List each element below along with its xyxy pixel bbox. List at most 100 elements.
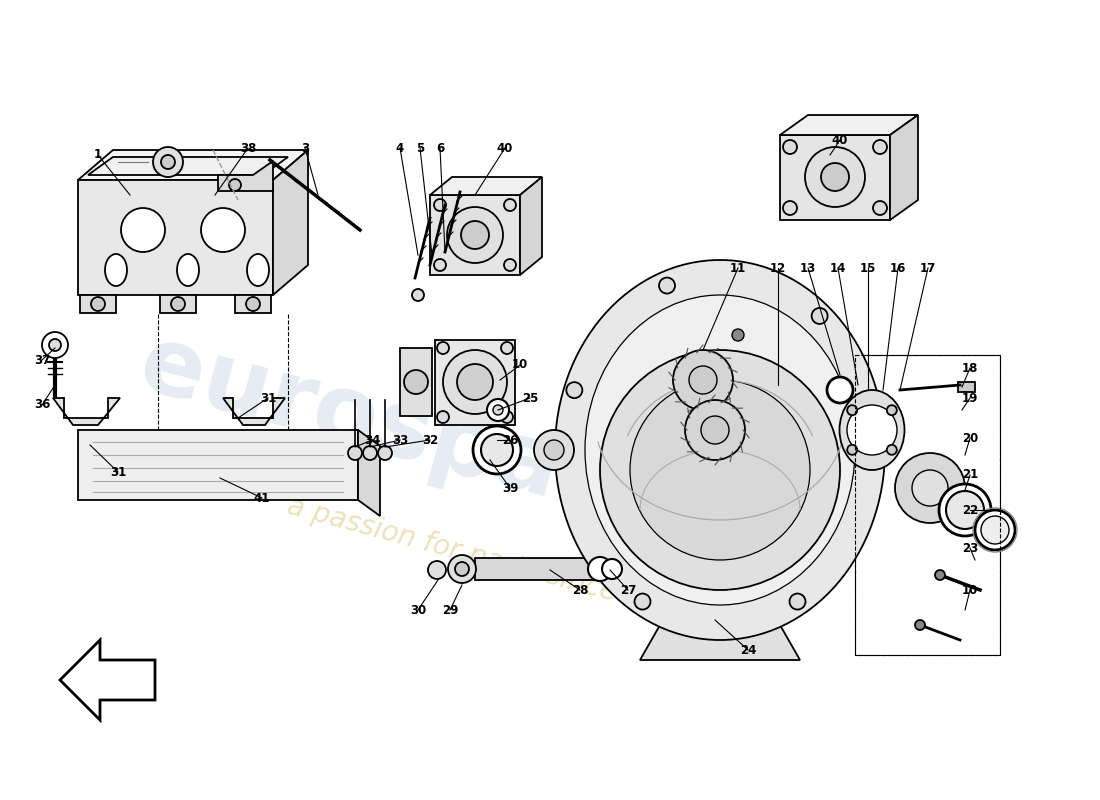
Circle shape xyxy=(455,562,469,576)
Circle shape xyxy=(912,470,948,506)
Text: 41: 41 xyxy=(254,491,271,505)
Circle shape xyxy=(534,430,574,470)
Circle shape xyxy=(821,163,849,191)
Circle shape xyxy=(412,289,424,301)
Text: 27: 27 xyxy=(620,583,636,597)
Text: 11: 11 xyxy=(730,262,746,274)
Circle shape xyxy=(493,405,503,415)
Text: 38: 38 xyxy=(240,142,256,154)
Text: 10: 10 xyxy=(961,583,978,597)
Circle shape xyxy=(588,557,612,581)
Text: 32: 32 xyxy=(422,434,438,446)
Text: 22: 22 xyxy=(961,503,978,517)
Bar xyxy=(400,348,432,416)
Circle shape xyxy=(630,380,810,560)
Circle shape xyxy=(487,399,509,421)
Text: eurospares: eurospares xyxy=(130,318,730,562)
Circle shape xyxy=(153,147,183,177)
Text: 39: 39 xyxy=(502,482,518,494)
Bar xyxy=(434,340,515,425)
Circle shape xyxy=(812,308,827,324)
Polygon shape xyxy=(160,295,196,313)
Polygon shape xyxy=(223,398,285,425)
Circle shape xyxy=(91,297,104,311)
Text: 20: 20 xyxy=(961,431,978,445)
Circle shape xyxy=(50,339,60,351)
Circle shape xyxy=(437,342,449,354)
Text: 21: 21 xyxy=(961,469,978,482)
Circle shape xyxy=(504,199,516,211)
Circle shape xyxy=(783,201,798,215)
Polygon shape xyxy=(218,161,273,191)
Circle shape xyxy=(121,208,165,252)
Ellipse shape xyxy=(556,260,886,640)
Circle shape xyxy=(428,561,446,579)
Ellipse shape xyxy=(981,516,1009,544)
Polygon shape xyxy=(430,177,542,195)
Circle shape xyxy=(348,446,362,460)
Polygon shape xyxy=(235,295,271,313)
Circle shape xyxy=(635,594,650,610)
Ellipse shape xyxy=(585,295,855,605)
Circle shape xyxy=(783,140,798,154)
Polygon shape xyxy=(520,177,542,275)
Circle shape xyxy=(404,370,428,394)
Circle shape xyxy=(847,406,857,415)
Circle shape xyxy=(378,446,392,460)
Circle shape xyxy=(504,259,516,271)
Circle shape xyxy=(42,332,68,358)
Circle shape xyxy=(659,278,675,294)
Text: 15: 15 xyxy=(860,262,877,274)
Polygon shape xyxy=(78,430,358,500)
Circle shape xyxy=(915,620,925,630)
Text: 16: 16 xyxy=(890,262,906,274)
Circle shape xyxy=(790,594,805,610)
Circle shape xyxy=(602,559,621,579)
Circle shape xyxy=(246,297,260,311)
Circle shape xyxy=(161,155,175,169)
Circle shape xyxy=(873,140,887,154)
Bar xyxy=(475,558,595,580)
Circle shape xyxy=(701,416,729,444)
Circle shape xyxy=(229,179,241,191)
Circle shape xyxy=(434,259,446,271)
Text: 19: 19 xyxy=(961,391,978,405)
Circle shape xyxy=(689,366,717,394)
Ellipse shape xyxy=(248,254,270,286)
Circle shape xyxy=(887,406,896,415)
Polygon shape xyxy=(80,295,116,313)
Polygon shape xyxy=(890,115,918,220)
Polygon shape xyxy=(780,115,918,135)
Text: 18: 18 xyxy=(961,362,978,374)
Circle shape xyxy=(600,350,840,590)
Text: 13: 13 xyxy=(800,262,816,274)
Circle shape xyxy=(170,297,185,311)
Text: 29: 29 xyxy=(442,603,459,617)
Text: a passion for parts since 1985: a passion for parts since 1985 xyxy=(284,492,696,628)
Circle shape xyxy=(461,221,490,249)
Polygon shape xyxy=(273,150,308,295)
Circle shape xyxy=(685,400,745,460)
Circle shape xyxy=(887,445,896,454)
Bar xyxy=(430,195,520,275)
Circle shape xyxy=(805,147,865,207)
Circle shape xyxy=(566,382,582,398)
Text: 4: 4 xyxy=(396,142,404,154)
Ellipse shape xyxy=(177,254,199,286)
Bar xyxy=(855,355,1000,655)
Polygon shape xyxy=(78,180,273,295)
Circle shape xyxy=(673,350,733,410)
Ellipse shape xyxy=(975,510,1015,550)
Ellipse shape xyxy=(839,390,904,470)
Polygon shape xyxy=(88,157,288,175)
Ellipse shape xyxy=(104,254,126,286)
Text: 6: 6 xyxy=(436,142,444,154)
Text: 17: 17 xyxy=(920,262,936,274)
Bar xyxy=(780,135,890,220)
Bar xyxy=(855,355,1000,655)
Circle shape xyxy=(847,405,896,455)
Circle shape xyxy=(473,426,521,474)
Text: 1: 1 xyxy=(94,149,102,162)
Circle shape xyxy=(500,411,513,423)
Circle shape xyxy=(443,350,507,414)
